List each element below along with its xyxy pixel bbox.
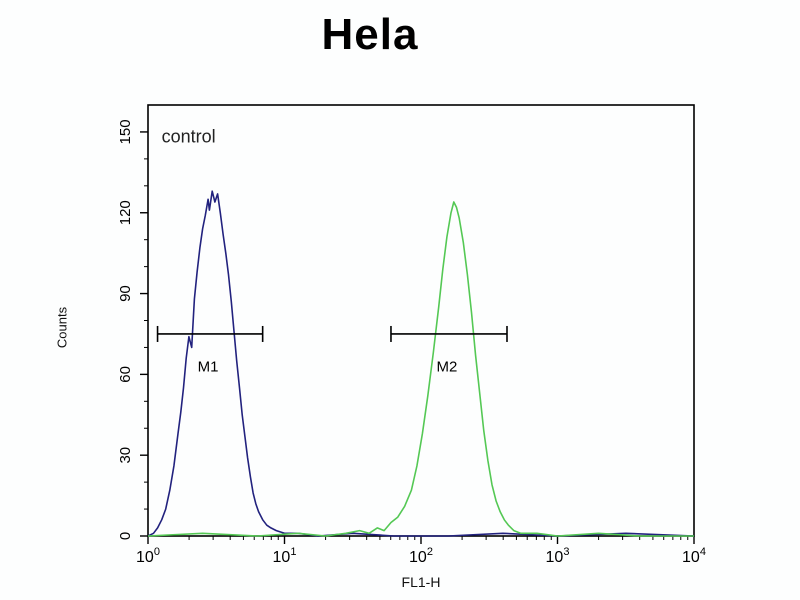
y-tick-label: 120 [117,200,134,225]
annotation-control: control [162,127,216,147]
y-tick-label: 60 [117,366,134,383]
plot-border [147,104,695,537]
curve-stained [147,201,694,537]
x-tick-label: 103 [546,546,570,566]
gate-M2-label: M2 [437,359,458,376]
x-tick-label: 102 [409,546,433,566]
chart-title: Hela [321,10,419,59]
gate-M1-label: M1 [198,359,219,376]
y-tick-label: 90 [117,285,134,302]
x-tick-label: 100 [136,546,160,566]
x-tick-label: 104 [682,546,706,566]
x-tick-label: 101 [273,546,297,566]
y-tick-label: 30 [117,447,134,464]
curve-control [147,190,695,537]
y-tick-label: 150 [117,119,134,144]
x-axis-label: FL1-H [401,574,441,590]
y-tick-label: 0 [117,532,134,540]
